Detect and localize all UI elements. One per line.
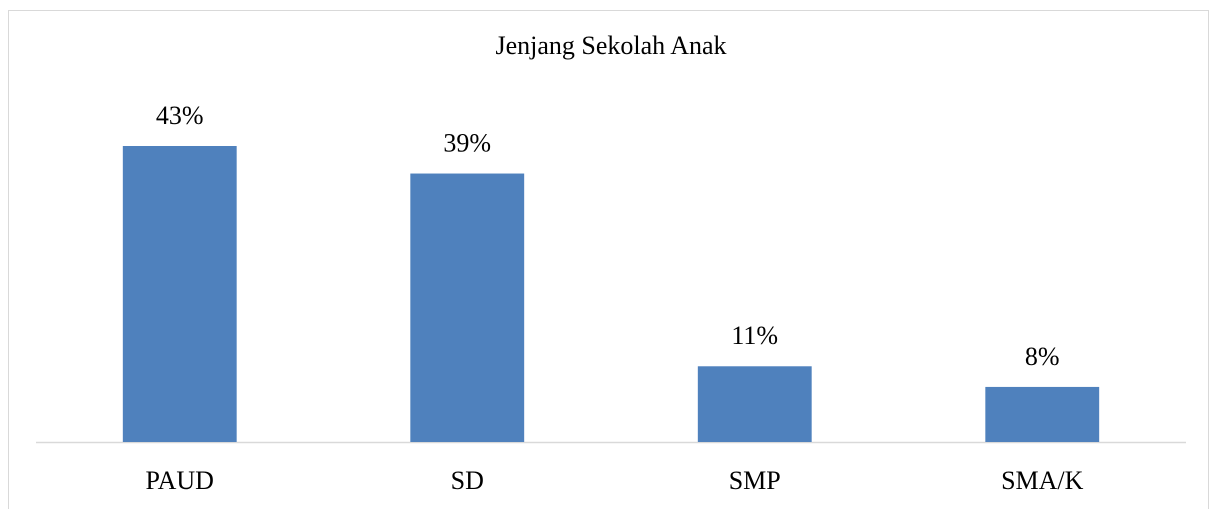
data-label: 8% bbox=[1025, 342, 1060, 371]
bar bbox=[410, 173, 525, 442]
x-tick-label: PAUD bbox=[146, 466, 214, 495]
x-tick-label: SMA/K bbox=[1001, 466, 1084, 495]
x-tick-label: SD bbox=[451, 466, 484, 495]
bar bbox=[122, 146, 237, 442]
data-label: 11% bbox=[731, 321, 778, 350]
bar bbox=[697, 366, 812, 442]
data-label: 43% bbox=[156, 101, 204, 130]
data-label: 39% bbox=[443, 129, 491, 158]
x-tick-label: SMP bbox=[729, 466, 781, 495]
chart-title: Jenjang Sekolah Anak bbox=[495, 31, 726, 60]
bar bbox=[985, 386, 1100, 442]
